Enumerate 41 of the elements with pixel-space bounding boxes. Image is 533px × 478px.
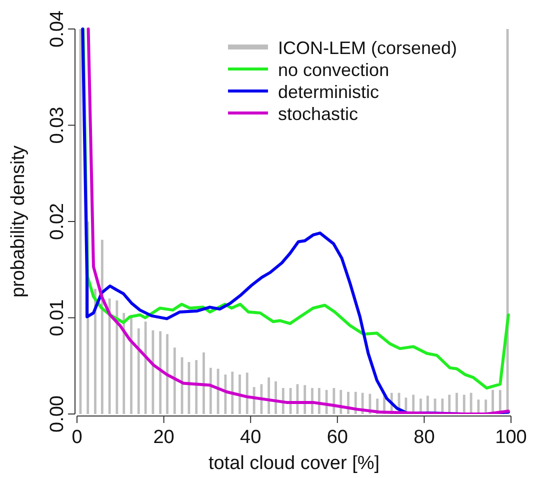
bar: [159, 331, 162, 414]
legend-label: deterministic: [278, 82, 380, 102]
x-tick-label: 60: [326, 427, 348, 448]
bar: [116, 300, 118, 414]
x-axis-title: total cloud cover [%]: [208, 453, 380, 474]
bar: [274, 381, 277, 414]
y-tick-label: 0.02: [47, 203, 68, 240]
bar: [246, 372, 248, 414]
y-tick-label: 0.00: [47, 396, 68, 432]
bar: [216, 368, 220, 414]
bar: [195, 360, 198, 414]
y-tick-label: 0.01: [47, 299, 68, 336]
bar: [108, 298, 111, 414]
x-tick-label: 20: [153, 427, 174, 448]
bar: [231, 372, 234, 414]
y-tick-label: 0.03: [47, 106, 68, 144]
legend-label: no convection: [278, 60, 390, 80]
y-tick-label: 0.04: [47, 10, 68, 48]
bar: [122, 312, 126, 414]
y-axis-title: probability density: [8, 144, 29, 298]
bar: [144, 322, 147, 414]
bar: [462, 394, 466, 414]
bar: [304, 385, 306, 414]
bar: [224, 374, 227, 414]
bar: [470, 392, 472, 414]
bar: [173, 348, 176, 414]
bar: [209, 368, 212, 414]
bar: [456, 392, 458, 414]
bar: [268, 377, 270, 414]
bar: [238, 374, 241, 414]
bar: [166, 334, 168, 414]
legend-label: stochastic: [278, 104, 358, 124]
x-tick-label: 0: [72, 427, 82, 448]
bar: [492, 390, 494, 414]
bar: [137, 328, 140, 414]
legend-label: ICON-LEM (corsened): [278, 38, 458, 58]
x-tick-label: 100: [495, 427, 527, 448]
bar: [100, 240, 104, 414]
x-tick-label: 80: [414, 427, 435, 448]
bar: [202, 352, 205, 414]
x-tick-label: 40: [240, 427, 262, 448]
